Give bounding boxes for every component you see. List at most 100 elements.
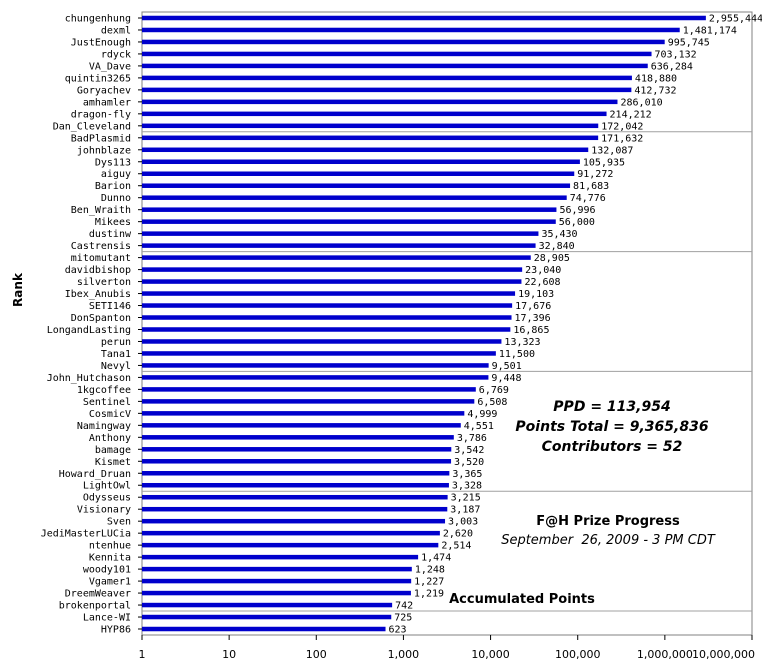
x-axis-ticks: 1 10 100 1,000 10,000 100,000 1,000,000 10,000,… bbox=[139, 635, 755, 661]
bar bbox=[142, 435, 454, 440]
bar bbox=[142, 339, 502, 344]
x-tick-label: 10 bbox=[222, 648, 236, 661]
value-label: 91,272 bbox=[577, 169, 613, 180]
category-label: John_Hutchason bbox=[47, 373, 131, 384]
value-label: 3,328 bbox=[452, 481, 482, 492]
value-label: 214,212 bbox=[610, 109, 652, 120]
bar bbox=[142, 482, 449, 488]
category-label: Namingway bbox=[77, 421, 131, 432]
value-label: 412,732 bbox=[634, 85, 676, 96]
value-label: 286,010 bbox=[620, 97, 662, 108]
bar bbox=[142, 231, 539, 236]
category-label: Mikees bbox=[95, 217, 131, 228]
value-label: 13,323 bbox=[504, 337, 540, 348]
bar bbox=[142, 327, 511, 332]
category-label: JediMasterLUCia bbox=[41, 529, 131, 540]
value-label: 56,000 bbox=[559, 217, 595, 228]
category-label: Odysseus bbox=[83, 493, 131, 504]
bar bbox=[142, 291, 516, 296]
category-label: Sven bbox=[107, 517, 131, 528]
bar bbox=[142, 566, 412, 572]
bar bbox=[142, 207, 557, 212]
value-label: 9,448 bbox=[491, 373, 521, 384]
category-label: rdyck bbox=[101, 49, 131, 60]
value-label: 6,769 bbox=[479, 385, 509, 396]
category-label: LightOwl bbox=[83, 481, 131, 492]
category-label: chungenhung bbox=[65, 13, 131, 24]
bar bbox=[142, 267, 523, 272]
value-label: 623 bbox=[389, 625, 407, 636]
value-label: 6,508 bbox=[477, 397, 507, 408]
bar bbox=[142, 530, 440, 536]
category-label: 1kgcoffee bbox=[77, 385, 131, 396]
bar bbox=[142, 123, 599, 129]
stats-annotation: PPD = 113,954 Points Total = 9,365,836 C… bbox=[515, 399, 708, 455]
bar bbox=[142, 315, 512, 320]
bar bbox=[142, 171, 575, 176]
value-label: 16,865 bbox=[513, 325, 549, 336]
category-label: davidbishop bbox=[65, 265, 131, 276]
value-label: 703,132 bbox=[655, 49, 697, 60]
value-label: 3,365 bbox=[452, 469, 482, 480]
value-label: 172,042 bbox=[601, 121, 643, 132]
category-label: dragon-fly bbox=[71, 109, 131, 120]
bar bbox=[142, 111, 607, 117]
x-tick-label: 10,000 bbox=[471, 648, 510, 661]
value-label: 2,620 bbox=[443, 529, 473, 540]
bar bbox=[142, 159, 580, 165]
bar bbox=[142, 387, 476, 392]
accumulated-points-label: Accumulated Points bbox=[449, 592, 595, 607]
value-label: 22,608 bbox=[524, 277, 560, 288]
category-label: SETI146 bbox=[89, 301, 131, 312]
category-label: brokenportal bbox=[59, 601, 131, 612]
category-label: quintin3265 bbox=[65, 73, 131, 84]
category-label: Kennita bbox=[89, 553, 131, 564]
y-axis-label: Rank bbox=[11, 272, 25, 307]
value-label: 725 bbox=[394, 613, 412, 624]
bar bbox=[142, 554, 419, 560]
value-label: 3,542 bbox=[454, 445, 484, 456]
value-label: 3,187 bbox=[450, 505, 480, 516]
value-label: 4,551 bbox=[464, 421, 494, 432]
bar bbox=[142, 363, 489, 368]
value-label: 17,676 bbox=[515, 301, 551, 312]
x-tick-label: 1 bbox=[139, 648, 146, 661]
ppd-text: PPD = 113,954 bbox=[553, 399, 670, 415]
bar bbox=[142, 63, 648, 69]
category-label: Dan_Cleveland bbox=[53, 121, 131, 132]
x-tick-label: 100,000 bbox=[555, 648, 601, 661]
value-label: 2,955,444 bbox=[709, 13, 762, 24]
value-label: 3,520 bbox=[454, 457, 484, 468]
bar bbox=[142, 279, 522, 284]
value-label: 3,215 bbox=[451, 493, 481, 504]
bar bbox=[142, 447, 452, 452]
category-label: Nevyl bbox=[101, 361, 131, 372]
category-label: bamage bbox=[95, 445, 131, 456]
value-label: 171,632 bbox=[601, 133, 643, 144]
bar bbox=[142, 87, 632, 93]
value-label: 32,840 bbox=[539, 241, 575, 252]
value-label: 74,776 bbox=[570, 193, 606, 204]
category-label: Dys113 bbox=[95, 157, 131, 168]
category-label: Dunno bbox=[101, 193, 131, 204]
value-label: 1,219 bbox=[414, 589, 444, 600]
category-label: woody101 bbox=[83, 565, 131, 576]
bar bbox=[142, 423, 461, 428]
value-label: 56,996 bbox=[559, 205, 595, 216]
group-separators bbox=[142, 131, 752, 612]
bar bbox=[142, 602, 393, 608]
category-label: perun bbox=[101, 337, 131, 348]
category-label: Visionary bbox=[77, 505, 131, 516]
value-label: 1,248 bbox=[415, 565, 445, 576]
bar bbox=[142, 135, 599, 141]
bar bbox=[142, 399, 475, 404]
value-label: 9,501 bbox=[492, 361, 522, 372]
category-label: VA_Dave bbox=[89, 61, 131, 72]
bar bbox=[142, 27, 680, 33]
bar bbox=[142, 351, 496, 356]
value-label: 105,935 bbox=[583, 157, 625, 168]
value-label: 418,880 bbox=[635, 73, 677, 84]
category-label: Barion bbox=[95, 181, 131, 192]
bar bbox=[142, 590, 411, 596]
prize-date: September 26, 2009 - 3 PM CDT bbox=[501, 533, 716, 548]
